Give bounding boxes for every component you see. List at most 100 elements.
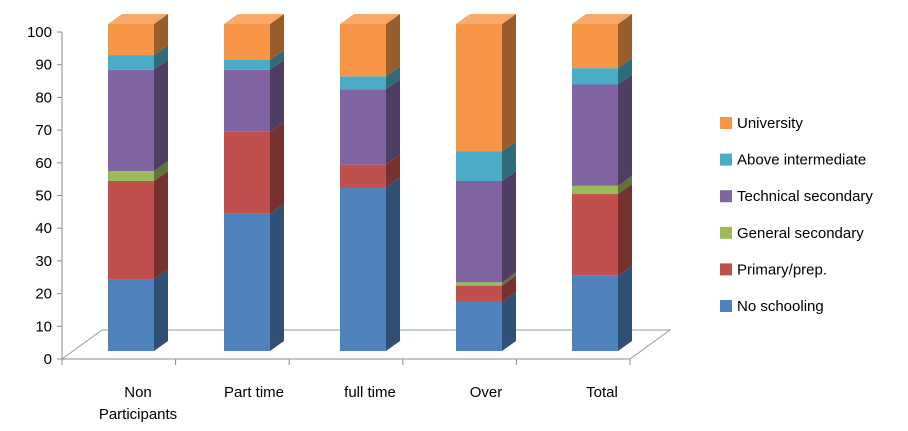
bar-segment-side [154,45,168,70]
bar-segment-front [108,69,154,172]
y-tick-label: 30 [35,253,52,270]
bar-segment-front [572,185,618,195]
bar-segment-side [502,275,516,302]
legend-swatch [720,226,732,239]
bar-segment-side [502,272,516,286]
bar-series [108,14,632,351]
bar-segment [108,170,168,280]
category-label: Part time [224,384,284,401]
bar-segment [108,161,168,181]
y-tick-label: 50 [35,188,52,205]
bar-segment [340,177,400,351]
bar-segment-front [340,89,386,165]
bar-segment-front [224,59,270,70]
legend-item: Technical secondary [720,188,873,205]
bar-segment [108,14,168,56]
bar-segment-front [572,275,618,351]
bar-segment [456,14,516,152]
bar-segment-side [270,49,284,70]
legend: University Above intermediate Technical se… [720,115,873,315]
bar-segment-top [456,14,516,24]
bar-segment-side [502,141,516,181]
bar-segment-front [224,69,270,132]
bar-segment-front [340,76,386,90]
bar-segment-front [108,279,154,351]
legend-item: No schooling [720,298,824,315]
bar-segment [456,291,516,351]
legend-swatch [720,153,732,166]
bar-segment-front [224,24,270,60]
bar-segment [224,121,284,214]
bar-segment-front [108,55,154,70]
bar-segment-front [456,301,502,351]
y-tick-label: 70 [35,122,52,139]
bar-segment [572,265,632,351]
y-tick-label: 20 [35,286,52,303]
y-tick-label: 40 [35,220,52,237]
legend-label: Primary/prep. [737,261,827,278]
legend-label: University [737,115,803,132]
bar-segment [456,275,516,302]
bar-segment-side [618,14,632,69]
bar-segment-front [456,24,502,152]
bar-segment [340,66,400,90]
bar-segment-side [386,14,400,77]
category-label: Non Participants [99,384,177,423]
y-tick-label: 90 [35,57,52,74]
legend-swatch [720,190,732,203]
bar-segment [108,269,168,351]
bar-segment-side [502,14,516,152]
legend-swatch [720,117,732,129]
y-axis: 0 10 20 30 40 50 60 70 80 90 100 [27,24,631,368]
y-tick-label: 0 [44,351,52,368]
bar-segment-side [154,269,168,351]
bar-segment-side [270,203,284,351]
bar-segment [456,141,516,181]
legend-item: University [720,115,803,132]
legend-item: Above intermediate [720,152,866,169]
bar-segment-front [572,84,618,186]
bar-segment-side [270,121,284,214]
legend-swatch [720,263,732,276]
y-tick-label: 10 [35,318,52,335]
bar-segment [572,175,632,195]
bar-segment [456,170,516,283]
bar-segment [340,14,400,77]
bar-segment [572,184,632,276]
bar-segment [340,79,400,165]
bar-segment-top [108,14,168,24]
bar-segment [340,154,400,188]
bar-segment-front [108,180,154,280]
bar-segment-side [618,184,632,276]
y-tick-label: 100 [27,24,52,41]
bar-segment-top [572,14,632,24]
legend-label: Technical secondary [737,188,873,205]
bar-segment-front [456,151,502,181]
bar-segment [572,14,632,69]
bar-segment-front [224,131,270,214]
legend-label: General secondary [737,225,864,242]
bar-segment-side [154,59,168,172]
bar-segment-side [270,14,284,60]
bar-segment-side [386,79,400,165]
bar-segment-side [154,161,168,181]
bar-segment-side [618,175,632,195]
bar-segment [456,272,516,286]
bar-segment-front [340,24,386,77]
category-label: full time [344,384,396,401]
legend-label: Above intermediate [737,152,866,169]
bar-segment-front [456,285,502,302]
legend-item: Primary/prep. [720,261,827,278]
category-label: Over [470,384,503,401]
bar-segment-side [618,265,632,351]
bar-segment-side [154,170,168,280]
bar-segment-side [270,59,284,132]
bar-segment-front [572,194,618,276]
legend-swatch [720,300,732,312]
bar-segment-side [386,66,400,90]
y-tick-label: 60 [35,155,52,172]
bar-segment [572,58,632,85]
bar-segment-side [154,14,168,56]
bar-segment-side [386,154,400,188]
bar-segment-side [502,170,516,283]
